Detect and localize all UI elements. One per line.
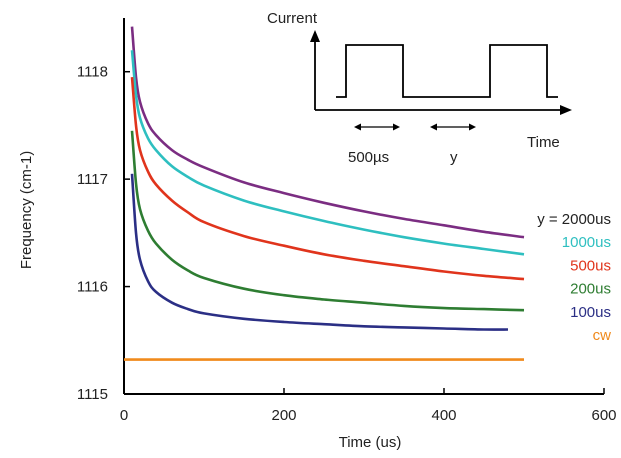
series-label-100us: 100us [570, 304, 611, 321]
gap-label: y [450, 149, 458, 166]
series-label-500us: 500us [570, 257, 611, 274]
series-lines [124, 26, 525, 361]
y-axis-title: Frequency (cm-1) [18, 151, 35, 269]
x-tick-label: 0 [120, 407, 128, 424]
inset-time-label: Time [527, 134, 560, 151]
series-line-100us [130, 173, 509, 331]
series-label-200us: 200us [570, 281, 611, 298]
y-tick-label: 1116 [77, 279, 108, 296]
axis-ticks: 0 200 400 600 1115 1116 1117 1118 [77, 64, 617, 424]
y-tick-label: 1115 [77, 386, 108, 403]
series-label-1000us: 1000us [562, 234, 611, 251]
inset-current-label: Current [267, 10, 318, 27]
y-tick-label: 1117 [77, 171, 108, 188]
inset-pulse-waveform [336, 44, 558, 98]
series-line-500us [130, 76, 525, 281]
series-labels: y = 2000us 1000us 500us 200us 100us cw [537, 211, 611, 344]
series-line-200us [130, 130, 525, 312]
gap-arrowhead-left [430, 123, 437, 131]
pulse-width-arrowhead-right [393, 123, 400, 131]
inset-y-arrowhead [310, 30, 320, 42]
x-tick-label: 600 [591, 407, 616, 424]
x-axis-title: Time (us) [339, 434, 402, 451]
x-tick-label: 400 [431, 407, 456, 424]
series-label-y-2000us: y = 2000us [537, 211, 611, 228]
x-tick-label: 200 [271, 407, 296, 424]
series-label-cw: cw [593, 327, 612, 344]
plot-axes [123, 18, 604, 395]
inset-x-arrowhead [560, 105, 572, 115]
inset-waveform: Current Time 500µs y [267, 10, 572, 166]
pulse-width-label: 500µs [348, 149, 389, 166]
gap-arrowhead-right [469, 123, 476, 131]
pulse-width-arrowhead-left [354, 123, 361, 131]
series-line-1000us [130, 50, 525, 256]
series-line-y-2000us [130, 26, 525, 239]
y-tick-label: 1118 [77, 64, 108, 81]
